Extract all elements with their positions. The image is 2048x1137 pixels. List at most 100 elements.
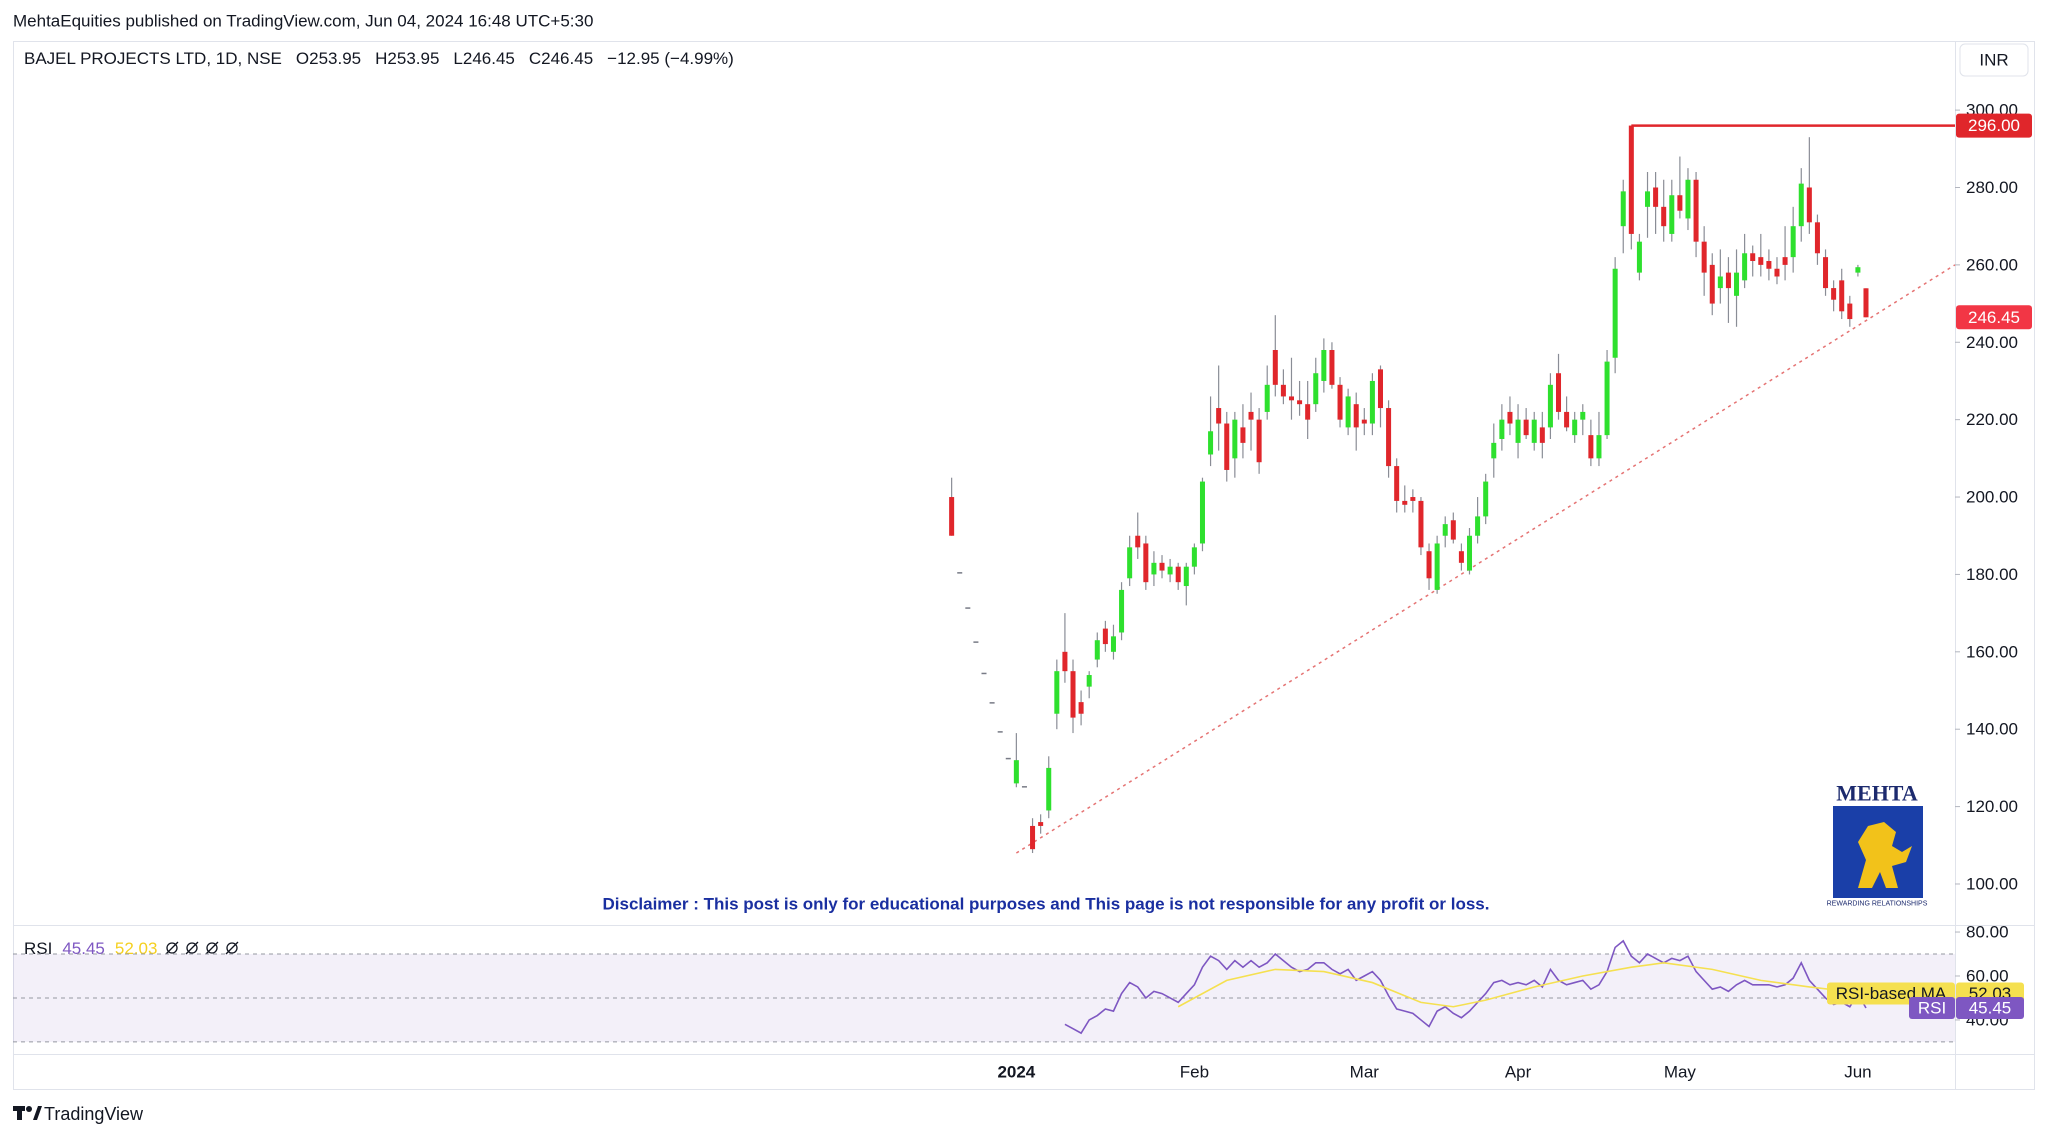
price-tag: 296.00 [1956, 113, 2032, 138]
disclaimer: Disclaimer : This post is only for educa… [603, 895, 1490, 914]
ohlc-open: O253.95 [296, 49, 361, 68]
candle-body [1434, 543, 1440, 590]
candle-body [1394, 466, 1400, 501]
y-tick-label: 220.00 [1966, 410, 2018, 429]
y-tick-label: 140.00 [1966, 720, 2018, 739]
candle-body [1717, 276, 1723, 289]
price-tag-label: 246.45 [1968, 308, 2020, 327]
candle-body [1823, 257, 1829, 289]
candle-body [1062, 651, 1068, 672]
candle-body [1588, 435, 1594, 459]
candle-body [1661, 206, 1667, 227]
candle-body [1167, 566, 1173, 575]
series-tag-name: RSI [1918, 998, 1946, 1017]
candle-body [1620, 191, 1626, 227]
candle-body [1466, 535, 1473, 571]
candle-body [1677, 195, 1683, 211]
candle-body [1442, 524, 1448, 536]
candle-body [957, 572, 963, 574]
candle-body [1547, 384, 1553, 428]
x-tick-label: Jun [1844, 1063, 1871, 1082]
candle-body [1054, 671, 1060, 714]
price-tag-box [1956, 113, 2032, 138]
candle-body [1475, 516, 1481, 536]
tradingview-logo [13, 1106, 42, 1120]
candle-body [1863, 288, 1869, 318]
candle-body [1693, 179, 1699, 242]
candle-body [1604, 361, 1610, 436]
candle-body [1191, 547, 1197, 567]
candle-body [1248, 411, 1254, 420]
indicator-icons[interactable] [165, 941, 239, 955]
candle-body [949, 497, 955, 536]
candle-body [1636, 241, 1642, 273]
candle-body [1531, 419, 1537, 443]
candle-body [1628, 125, 1634, 234]
candle-body [1410, 497, 1416, 501]
candle-body [1305, 404, 1311, 420]
candle-body [1353, 404, 1359, 428]
candle-body [1774, 268, 1780, 277]
currency-box[interactable] [1959, 43, 2029, 77]
candle-body [981, 672, 987, 675]
candle-body [1855, 267, 1861, 273]
candle-body [1361, 419, 1367, 424]
candle-body [1685, 179, 1691, 219]
candle-body [1483, 481, 1489, 517]
candle-body [1183, 566, 1189, 587]
candle-body [1377, 369, 1384, 409]
y-tick-label: 240.00 [1966, 333, 2018, 352]
rsi-ma-value: 52.03 [115, 939, 158, 958]
y-tick-label: 80.00 [1966, 923, 2009, 942]
candle-body [1102, 628, 1108, 645]
candle-body [1110, 636, 1116, 652]
candle-body [1216, 408, 1222, 424]
chart-frame [13, 41, 2035, 1090]
rsi-value: 45.45 [62, 939, 105, 958]
candle-body [1127, 547, 1133, 579]
candle-body [1564, 411, 1570, 428]
candle-body [1402, 500, 1408, 505]
candle-body [1555, 373, 1562, 412]
candle-body [1337, 384, 1343, 420]
logo-tagline: REWARDING RELATIONSHIPS [1827, 901, 1928, 908]
candle-body [1814, 222, 1820, 254]
candle-body [1580, 411, 1586, 420]
candle-body [1070, 671, 1076, 718]
candle-body [1224, 423, 1230, 470]
x-tick-label: Mar [1350, 1063, 1380, 1082]
candle-body [1653, 187, 1659, 207]
candle-body [1523, 419, 1529, 436]
candle-body [1280, 384, 1286, 397]
candle-body [1709, 264, 1715, 304]
candle-body [997, 731, 1003, 733]
candle-body [1046, 767, 1052, 811]
candle-body [1119, 589, 1125, 633]
rsi-ma-line [1177, 961, 1867, 1008]
y-tick-label: 160.00 [1966, 642, 2018, 661]
candle-body [1143, 543, 1149, 583]
candle-body [1313, 373, 1319, 405]
candle-body [1288, 396, 1294, 401]
y-tick-label: 120.00 [1966, 797, 2018, 816]
candle-body [1507, 411, 1513, 424]
series-tag: RSI 45.45 [1909, 996, 2024, 1019]
ohlc-high: H253.95 [375, 49, 439, 68]
x-tick-label: Feb [1180, 1063, 1209, 1082]
rsi-legend: RSI 45.45 52.03 [24, 939, 157, 958]
candle-body [1839, 280, 1845, 312]
candle-body [1612, 268, 1618, 358]
candle-body [1790, 226, 1796, 258]
price-tag: 246.45 [1956, 305, 2032, 330]
candle-body [1831, 288, 1837, 300]
y-tick-label: 280.00 [1966, 178, 2018, 197]
candle-body [1369, 380, 1375, 424]
candle-body [965, 607, 971, 609]
logo: MEHTA REWARDING RELATIONSHIPS [1827, 781, 1928, 908]
candle-body [1030, 825, 1036, 850]
candle-body [1766, 261, 1772, 269]
rsi-title: RSI [24, 939, 52, 958]
candle-body [1596, 435, 1602, 459]
currency[interactable]: INR [1979, 51, 2008, 70]
